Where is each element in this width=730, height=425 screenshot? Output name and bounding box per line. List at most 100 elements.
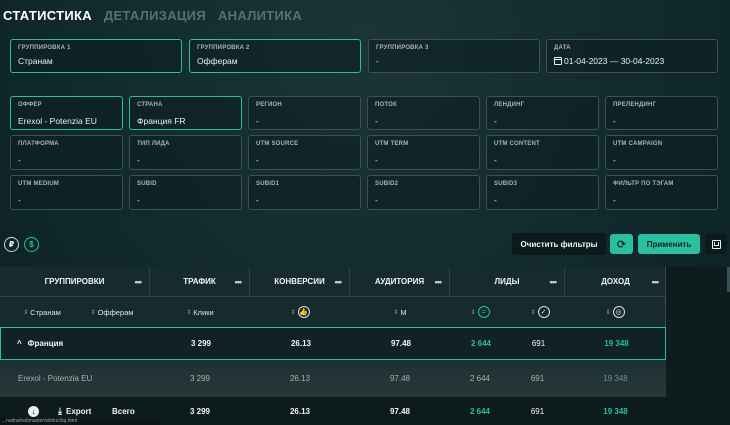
filter-16-select[interactable]: SUBID3 -: [486, 175, 599, 210]
sort-icon: ⇕: [530, 309, 536, 316]
subheader-clicks-label: Клики: [193, 307, 214, 317]
subheader-grouping-1-label: Странам: [30, 307, 61, 317]
refresh-icon: ⟳: [616, 238, 627, 251]
filter-2-select[interactable]: РЕГИОН -: [248, 96, 361, 130]
header-audience-label: АУДИТОРИЯ: [374, 277, 425, 286]
stats-table: ГРУППИРОВКИ ••• ТРАФИК ••• КОНВЕРСИИ •••…: [0, 267, 730, 425]
currency-usd-toggle[interactable]: $: [24, 237, 39, 252]
header-leads: ЛИДЫ •••: [450, 267, 565, 297]
filter-value: -: [137, 155, 140, 165]
country-approved: 691: [531, 339, 546, 348]
sort-icon: ⇕: [90, 309, 96, 316]
country-leads: 2 644: [470, 339, 492, 348]
download-toggle[interactable]: ↓: [28, 397, 39, 425]
header-audience-menu-icon[interactable]: •••: [434, 276, 443, 287]
country-traffic: 3 299: [190, 339, 212, 348]
filter-value: Франция FR: [137, 116, 186, 126]
filter-value: -: [613, 195, 616, 205]
sort-icon: ⇕: [605, 309, 611, 316]
filter-value: -: [137, 195, 140, 205]
subheader-income[interactable]: ⇕ ◎: [600, 297, 630, 327]
filter-5-select[interactable]: ПРЕЛЕНДИНГ -: [605, 96, 718, 130]
filter-13-select[interactable]: SUBID -: [129, 175, 242, 210]
export-label: Export: [65, 406, 92, 416]
filter-8-select[interactable]: UTM SOURCE -: [248, 135, 361, 170]
tab-statistics[interactable]: СТАТИСТИКА: [3, 8, 92, 23]
filter-11-select[interactable]: UTM CAMPAIGN -: [605, 135, 718, 170]
subheader-conversions[interactable]: ⇕ 👍: [285, 297, 315, 327]
filter-10-select[interactable]: UTM CONTENT -: [486, 135, 599, 170]
sort-icon: ⇕: [290, 309, 296, 316]
header-conversions-menu-icon[interactable]: •••: [334, 276, 343, 287]
header-groupings-menu-icon[interactable]: •••: [134, 276, 143, 287]
apply-button[interactable]: Применить: [638, 234, 700, 254]
filter-label: ОФФЕР: [18, 102, 42, 108]
refresh-button[interactable]: ⟳: [610, 234, 633, 254]
subheader-audience[interactable]: ⇕ М: [385, 297, 415, 327]
grouping-3-select[interactable]: ГРУППИРОВКА 3 -: [368, 39, 540, 73]
filter-15-select[interactable]: SUBID2 -: [367, 175, 480, 210]
subheader-audience-label: М: [400, 307, 407, 317]
subheader-grouping-2[interactable]: ⇕ Офферам: [82, 297, 142, 327]
grouping-2-select[interactable]: ГРУППИРОВКА 2 Офферам: [189, 39, 361, 73]
total-label: Всего: [112, 406, 135, 416]
filter-6-select[interactable]: ПЛАТФОРМА -: [10, 135, 123, 170]
offer-income: 19 348: [603, 374, 628, 383]
tab-analytics[interactable]: АНАЛИТИКА: [217, 8, 303, 23]
filter-value: -: [375, 116, 378, 126]
total-traffic: 3 299: [189, 406, 211, 416]
filter-1-select[interactable]: СТРАНА Франция FR: [129, 96, 242, 130]
filter-label: РЕГИОН: [256, 102, 282, 108]
currency-rub-toggle[interactable]: ₽: [4, 237, 19, 252]
offer-approved: 691: [530, 374, 545, 383]
filter-label: UTM CAMPAIGN: [613, 141, 663, 147]
offer-conversions: 26.13: [289, 374, 311, 383]
filter-value: -: [256, 195, 259, 205]
subheader-grouping-1[interactable]: ⇕ Странам: [12, 297, 72, 327]
offer-leads: 2 644: [469, 374, 491, 383]
filter-label: ТИП ЛИДА: [137, 141, 170, 147]
sort-icon: ⇕: [23, 309, 29, 316]
filter-label: ФИЛЬТР ПО ТЭГАМ: [613, 181, 674, 187]
subheader-leads-total[interactable]: ⇕ =: [465, 297, 495, 327]
header-traffic-menu-icon[interactable]: •••: [234, 276, 243, 287]
filter-12-select[interactable]: UTM MEDIUM -: [10, 175, 123, 210]
subheader-clicks[interactable]: ⇕ Клики: [175, 297, 225, 327]
total-leads: 2 644: [469, 406, 491, 416]
save-button[interactable]: [705, 234, 727, 254]
filter-7-select[interactable]: ТИП ЛИДА -: [129, 135, 242, 170]
filter-3-select[interactable]: ПОТОК -: [367, 96, 480, 130]
filter-value: -: [494, 155, 497, 165]
total-approved: 691: [530, 406, 545, 416]
table-scrollbar[interactable]: [727, 267, 730, 292]
filter-label: UTM SOURCE: [256, 141, 299, 147]
table-header: ГРУППИРОВКИ ••• ТРАФИК ••• КОНВЕРСИИ •••…: [0, 267, 666, 327]
filter-0-select[interactable]: ОФФЕР Erexol - Potenzia EU: [10, 96, 123, 130]
subheader-leads-approved[interactable]: ⇕ ✓: [525, 297, 555, 327]
filter-14-select[interactable]: SUBID1 -: [248, 175, 361, 210]
save-icon: [711, 239, 721, 249]
tab-details[interactable]: ДЕТАЛИЗАЦИЯ: [103, 8, 206, 23]
export-button[interactable]: ⤓ Export: [58, 397, 91, 425]
header-leads-menu-icon[interactable]: •••: [549, 276, 558, 287]
sort-icon: ⇕: [470, 309, 476, 316]
country-name-cell[interactable]: ^ Франция: [17, 328, 63, 359]
clear-filters-button[interactable]: Очистить фильтры: [512, 233, 606, 255]
country-conversions: 26.13: [290, 339, 312, 348]
header-conversions: КОНВЕРСИИ •••: [250, 267, 350, 297]
filter-4-select[interactable]: ЛЕНДИНГ -: [486, 96, 599, 130]
table-row-country[interactable]: ^ Франция 3 299 26.13 97.48 2 644 691 19 …: [0, 327, 666, 360]
table-row-offer[interactable]: Erexol - Potenzia EU 3 299 26.13 97.48 2…: [0, 360, 666, 397]
page-tabs: СТАТИСТИКА ДЕТАЛИЗАЦИЯ АНАЛИТИКА: [3, 8, 302, 23]
filter-9-select[interactable]: UTM TERM -: [367, 135, 480, 170]
header-income-label: ДОХОД: [601, 277, 630, 286]
date-label: ДАТА: [554, 45, 571, 51]
header-income-menu-icon[interactable]: •••: [651, 276, 660, 287]
grouping-1-select[interactable]: ГРУППИРОВКА 1 Странам: [10, 39, 182, 73]
date-range-picker[interactable]: ДАТА 01-04-2023 — 30-04-2023: [546, 39, 718, 73]
country-audience: 97.48: [390, 339, 412, 348]
filter-17-select[interactable]: ФИЛЬТР ПО ТЭГАМ -: [605, 175, 718, 210]
country-name: Франция: [27, 339, 64, 348]
filter-value: -: [613, 155, 616, 165]
filter-value: Erexol - Potenzia EU: [18, 116, 97, 126]
